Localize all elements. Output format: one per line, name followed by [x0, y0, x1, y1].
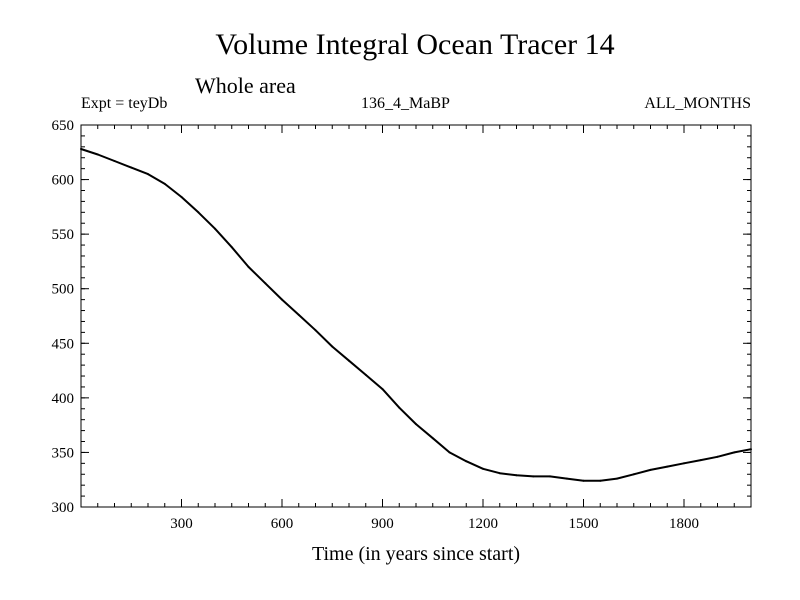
data-point: [180, 196, 183, 198]
data-point: [482, 467, 484, 470]
y-tick-label: 300: [52, 500, 75, 516]
data-point: [532, 475, 535, 478]
x-tick-label: 1200: [468, 516, 498, 532]
data-point: [683, 462, 685, 465]
axis-ticks: [80, 124, 752, 508]
run-label: 136_4_MaBP: [361, 95, 450, 112]
y-tick-label: 650: [52, 118, 75, 134]
x-tick-label: 300: [170, 516, 193, 532]
data-point: [314, 329, 317, 332]
data-point: [599, 479, 602, 482]
data-point: [281, 298, 283, 301]
data-point: [398, 406, 401, 409]
chart-title: Volume Integral Ocean Tracer 14: [215, 28, 614, 61]
data-point: [96, 153, 99, 156]
data-point: [364, 373, 367, 376]
data-point: [163, 182, 166, 185]
data-point: [113, 160, 116, 162]
data-point: [381, 388, 384, 391]
data-point: [130, 166, 133, 169]
data-point: [197, 211, 200, 214]
experiment-label: Expt = teyDb: [81, 95, 167, 112]
tick-labels: 300 600 900 1200 1500 1800 300 350 400 450 500 550 6…: [52, 118, 700, 532]
data-point: [716, 455, 719, 458]
chart-subtitle: Whole area: [195, 73, 296, 98]
data-point: [348, 359, 350, 362]
data-point: [616, 477, 618, 480]
data-point: [297, 313, 300, 316]
y-tick-label: 600: [52, 173, 75, 189]
data-point: [549, 475, 551, 478]
series-line: [80, 148, 752, 482]
data-point: [465, 460, 468, 463]
series-layer: [80, 148, 752, 482]
data-point: [415, 423, 417, 426]
data-point: [431, 437, 434, 440]
data-point: [264, 282, 267, 285]
data-point: [666, 465, 669, 468]
data-point: [733, 451, 736, 454]
data-point: [632, 473, 635, 476]
period-label: ALL_MONTHS: [644, 95, 751, 112]
y-tick-label: 400: [52, 391, 75, 407]
data-point: [498, 472, 501, 475]
x-tick-label: 900: [371, 516, 394, 532]
x-tick-label: 1800: [669, 516, 699, 532]
data-point: [582, 479, 585, 482]
x-tick-label: 1500: [569, 516, 599, 532]
data-point: [331, 345, 334, 348]
data-point: [230, 246, 233, 249]
data-point: [565, 477, 568, 480]
data-point: [515, 474, 518, 477]
y-tick-label: 500: [52, 282, 75, 298]
data-point: [247, 265, 250, 268]
data-point: [448, 451, 451, 454]
y-tick-label: 350: [52, 445, 75, 461]
y-tick-label: 450: [52, 336, 75, 352]
data-point: [649, 468, 652, 471]
data-point: [147, 173, 149, 176]
plot-frame: [80, 124, 752, 508]
data-point: [214, 227, 216, 230]
x-tick-label: 600: [271, 516, 294, 532]
data-point: [699, 459, 702, 462]
y-tick-label: 550: [52, 227, 75, 243]
x-axis-label: Time (in years since start): [312, 543, 520, 565]
